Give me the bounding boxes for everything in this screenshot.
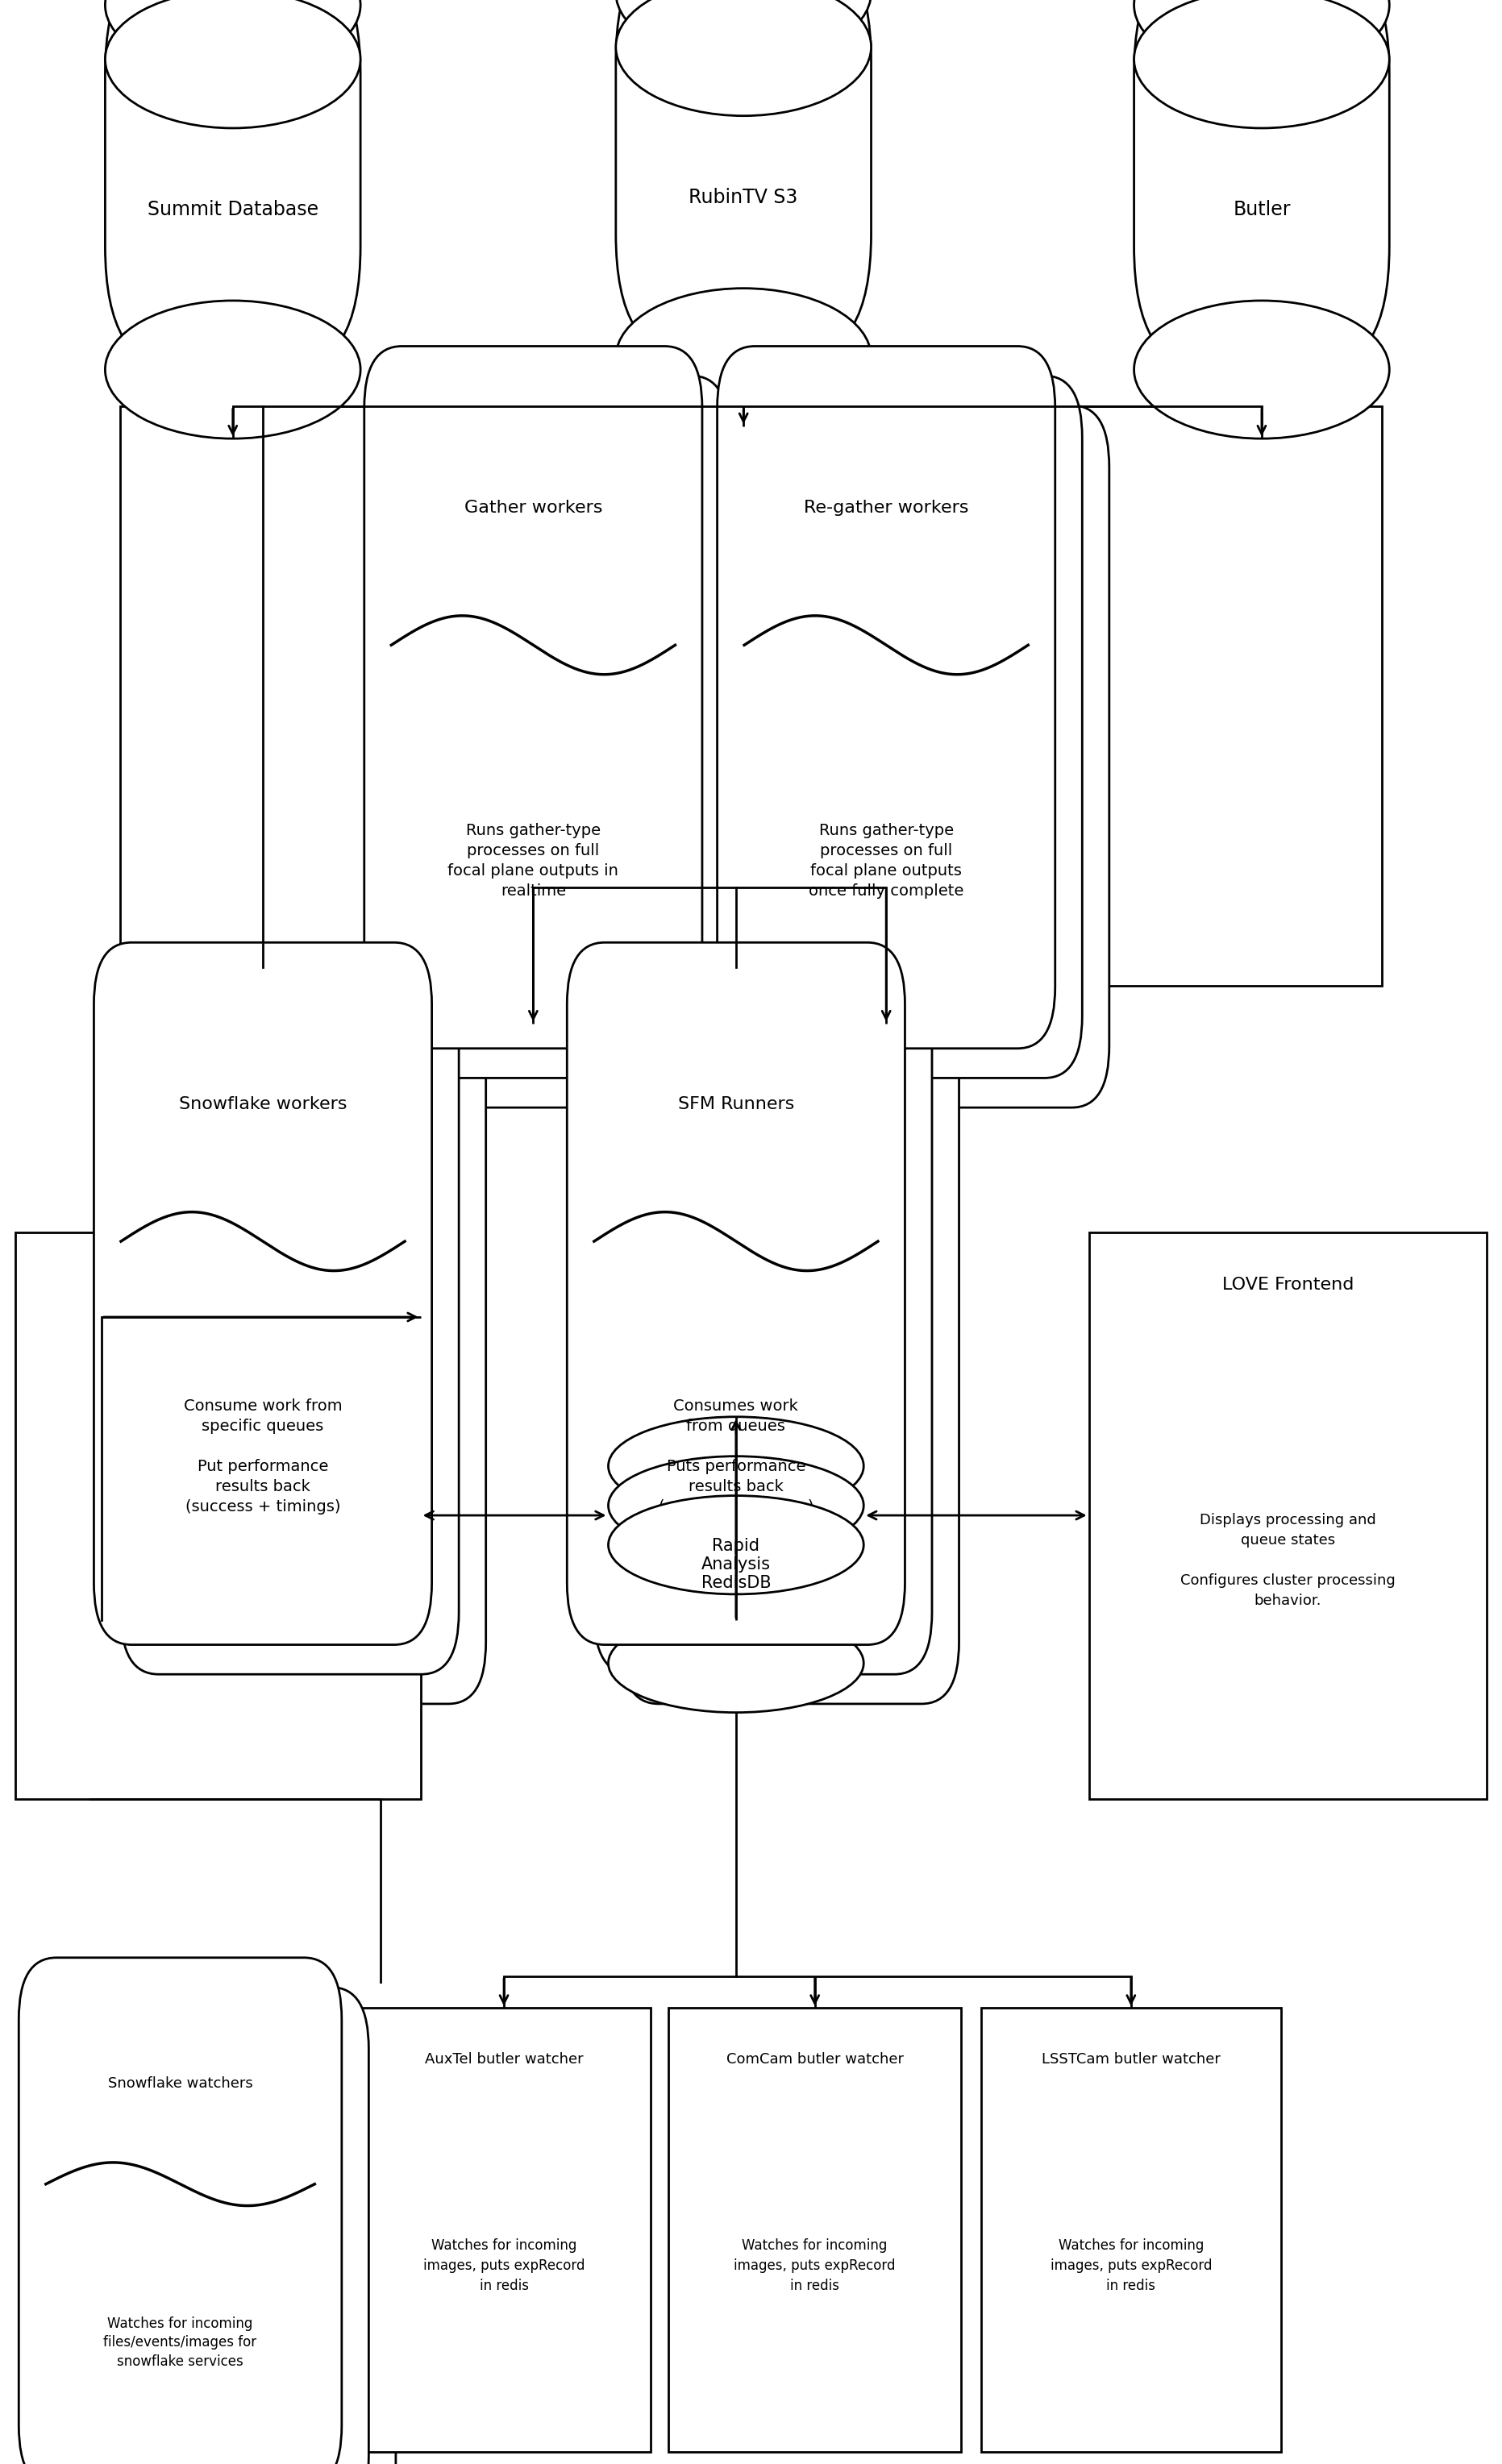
Ellipse shape [105,0,360,20]
Text: ComCam butler watcher: ComCam butler watcher [725,2053,904,2067]
Ellipse shape [1134,301,1389,439]
FancyBboxPatch shape [120,973,460,1676]
FancyBboxPatch shape [1089,1232,1487,1799]
Ellipse shape [616,0,871,7]
Text: Snowflake watchers: Snowflake watchers [108,2077,252,2089]
FancyBboxPatch shape [622,1003,960,1705]
FancyBboxPatch shape [616,0,871,357]
Text: Watches for incoming
images, puts expRecord
in redis: Watches for incoming images, puts expRec… [424,2237,584,2294]
FancyBboxPatch shape [595,973,931,1676]
Ellipse shape [608,1496,864,1594]
Ellipse shape [616,0,871,62]
Text: Watches for incoming
images, puts expRecord
in redis: Watches for incoming images, puts expRec… [1050,2237,1212,2294]
Text: Consume work from
specific queues

Put performance
results back
(success + timin: Consume work from specific queues Put pe… [183,1400,342,1515]
FancyBboxPatch shape [120,407,1382,986]
Ellipse shape [616,288,871,426]
Ellipse shape [1134,0,1389,128]
FancyBboxPatch shape [418,404,756,1109]
FancyBboxPatch shape [18,1956,341,2464]
Text: Rapid
Analysis
RedisDB: Rapid Analysis RedisDB [701,1538,771,1592]
FancyBboxPatch shape [668,2008,961,2452]
FancyBboxPatch shape [15,1232,421,1799]
Ellipse shape [105,0,360,74]
Ellipse shape [616,0,871,116]
FancyBboxPatch shape [45,1986,368,2464]
FancyBboxPatch shape [981,2008,1281,2452]
FancyBboxPatch shape [391,375,730,1079]
FancyBboxPatch shape [772,404,1108,1109]
Ellipse shape [1134,0,1389,20]
Text: AuxTel butler watcher: AuxTel butler watcher [425,2053,583,2067]
FancyBboxPatch shape [93,944,433,1646]
FancyBboxPatch shape [743,375,1081,1079]
FancyBboxPatch shape [363,345,701,1050]
FancyBboxPatch shape [147,1003,487,1705]
Ellipse shape [608,1456,864,1555]
Ellipse shape [608,1614,864,1712]
Text: RubinTV S3: RubinTV S3 [689,187,798,207]
Text: Re-gather workers: Re-gather workers [804,500,969,515]
Text: Watches for incoming
files/events/images for
snowflake services: Watches for incoming files/events/images… [104,2316,257,2368]
FancyBboxPatch shape [72,2016,397,2464]
FancyBboxPatch shape [608,1466,864,1663]
FancyBboxPatch shape [357,2008,650,2452]
Text: Snowflake workers: Snowflake workers [179,1096,347,1111]
Text: Displays processing and
queue states

Configures cluster processing
behavior.: Displays processing and queue states Con… [1181,1513,1395,1609]
Text: LSSTCam butler watcher: LSSTCam butler watcher [1041,2053,1221,2067]
FancyBboxPatch shape [718,345,1054,1050]
Ellipse shape [105,0,360,128]
Text: Runs gather-type
processes on full
focal plane outputs in
realtime: Runs gather-type processes on full focal… [448,823,619,899]
Text: FanoutService: FanoutService [155,1276,281,1294]
Text: Watches redis for new
instrument/expRecord events.
Translates these to per-
work: Watches redis for new instrument/expReco… [108,1483,327,1639]
Text: Gather workers: Gather workers [464,500,602,515]
Text: SFM Runners: SFM Runners [677,1096,795,1111]
Text: Summit Database: Summit Database [147,200,318,219]
Ellipse shape [1134,0,1389,74]
Text: Runs gather-type
processes on full
focal plane outputs
once fully complete: Runs gather-type processes on full focal… [808,823,964,899]
Ellipse shape [608,1417,864,1515]
Text: Watches for incoming
images, puts expRecord
in redis: Watches for incoming images, puts expRec… [734,2237,895,2294]
FancyBboxPatch shape [568,944,904,1646]
FancyBboxPatch shape [1134,0,1389,370]
FancyBboxPatch shape [105,0,360,370]
Text: LOVE Frontend: LOVE Frontend [1223,1276,1353,1294]
Text: Butler: Butler [1233,200,1290,219]
Text: Consumes work
from queues

Puts performance
results back
(success + timings): Consumes work from queues Puts performan… [658,1400,814,1515]
Ellipse shape [105,301,360,439]
